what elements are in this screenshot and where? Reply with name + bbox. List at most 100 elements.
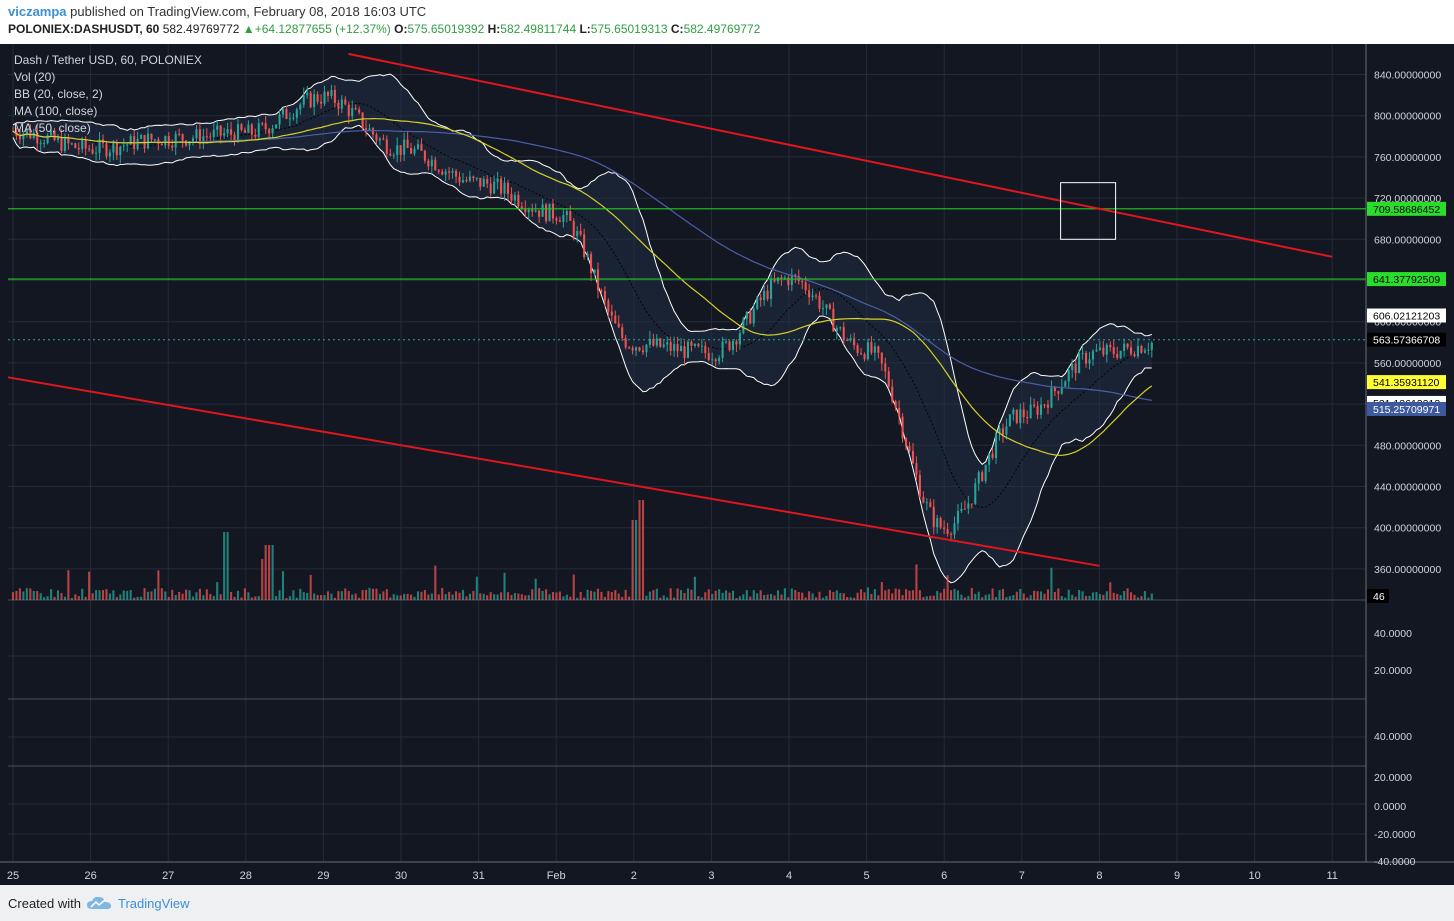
volume-bar <box>510 594 513 600</box>
volume-bar <box>659 597 662 600</box>
candle-body <box>911 450 915 464</box>
tradingview-link[interactable]: TradingView <box>118 896 190 911</box>
last-price: 582.49769772 <box>162 22 240 36</box>
candle-body <box>181 134 184 141</box>
volume-bar <box>555 592 558 600</box>
volume-bar <box>1050 567 1053 600</box>
candle-body <box>565 211 568 216</box>
candle-body <box>1074 363 1077 374</box>
volume-bar <box>441 588 444 600</box>
candle-body <box>711 359 714 361</box>
volume-bar <box>378 593 381 600</box>
volume-bar <box>638 500 641 600</box>
candle-body <box>302 95 305 105</box>
author-link[interactable]: viczampa <box>8 4 67 19</box>
candle-body <box>586 254 589 258</box>
volume-bar <box>358 597 361 600</box>
volume-bar <box>396 595 399 600</box>
candle-body <box>295 109 298 118</box>
volume-bar <box>794 590 797 600</box>
price-tick: 800.00000000 <box>1374 111 1441 123</box>
candle-body <box>185 140 188 146</box>
volume-bar <box>950 590 953 600</box>
candle-body <box>839 327 842 329</box>
volume-bar <box>600 591 603 600</box>
volume-bar <box>323 595 326 600</box>
volume-bar <box>1005 597 1008 600</box>
trendline-1 <box>348 52 1333 258</box>
candle-body <box>908 446 911 451</box>
volume-bar <box>1015 591 1018 600</box>
candle-body <box>91 149 94 154</box>
price-tick: 840.00000000 <box>1374 70 1441 82</box>
volume-bar <box>545 589 548 600</box>
trendline-2 <box>7 376 1100 567</box>
candle-body <box>891 386 894 402</box>
candle-body <box>593 269 596 274</box>
volume-bar <box>662 595 665 600</box>
candle-body <box>718 357 721 362</box>
candle-body <box>268 129 271 134</box>
price-chart-svg[interactable]: Dash / Tether USD, 60, POLONIEX Vol (20)… <box>0 44 1454 885</box>
candle-body <box>219 125 222 136</box>
ohlc-line: POLONIEX:DASHUSDT, 60 582.49769772 ▲+64.… <box>8 22 760 36</box>
candle-body <box>666 342 669 345</box>
candle-body <box>967 503 970 509</box>
volume-bar <box>607 591 610 600</box>
candle-body <box>576 231 579 237</box>
candle-body <box>171 145 174 148</box>
candle-body <box>368 128 371 130</box>
candle-body <box>108 152 111 157</box>
volume-bar <box>112 590 115 600</box>
volume-bar <box>905 589 908 600</box>
volume-bar <box>1116 593 1119 600</box>
candle-body <box>333 89 336 103</box>
candle-body <box>745 311 748 319</box>
candle-body <box>638 347 641 351</box>
candle-body <box>1022 409 1025 418</box>
volume-bar <box>669 588 672 600</box>
candle-body <box>461 180 465 183</box>
volume-bar <box>887 589 890 600</box>
price-tick: 480.00000000 <box>1374 440 1441 452</box>
price-label-bg <box>1367 201 1446 216</box>
volume-bar <box>576 597 579 600</box>
volume-bar <box>880 582 883 600</box>
sub1-tick: 20.0000 <box>1374 665 1412 677</box>
volume-bar <box>451 594 454 600</box>
volume-bar <box>569 596 572 600</box>
volume-bar <box>1147 597 1150 600</box>
volume-bar <box>707 589 710 600</box>
candle-body <box>243 129 246 133</box>
volume-bar <box>333 597 336 600</box>
volume-bar <box>226 532 229 600</box>
volume-bar <box>500 592 503 600</box>
volume-bar <box>60 593 63 600</box>
volume-bar <box>56 590 60 600</box>
volume-bar <box>344 588 347 600</box>
candle-body <box>763 290 766 301</box>
volume-bar <box>1040 591 1043 600</box>
volume-bar <box>126 590 129 600</box>
candle-body <box>520 206 523 209</box>
volume-bar <box>306 593 309 600</box>
candle-body <box>195 129 198 139</box>
publish-line: viczampa published on TradingView.com, F… <box>8 4 426 19</box>
volume-bar <box>596 588 600 600</box>
candle-body <box>680 346 683 352</box>
chart-header: viczampa published on TradingView.com, F… <box>0 0 1454 44</box>
candle-body <box>143 135 146 149</box>
volume-bar <box>551 592 555 600</box>
volume-bar <box>1057 588 1060 600</box>
legend-vol: Vol (20) <box>14 70 55 84</box>
time-tick: 29 <box>317 870 329 882</box>
chart-area[interactable]: Dash / Tether USD, 60, POLONIEX Vol (20)… <box>0 44 1454 885</box>
candle-body <box>541 204 544 217</box>
candle-body <box>278 114 281 125</box>
volume-bar <box>628 596 631 600</box>
bollinger-basis <box>12 102 1152 509</box>
time-tick: 30 <box>395 870 407 882</box>
candle-body <box>787 277 790 286</box>
volume-bar <box>98 590 101 600</box>
volume-label: 46 <box>1373 591 1385 603</box>
